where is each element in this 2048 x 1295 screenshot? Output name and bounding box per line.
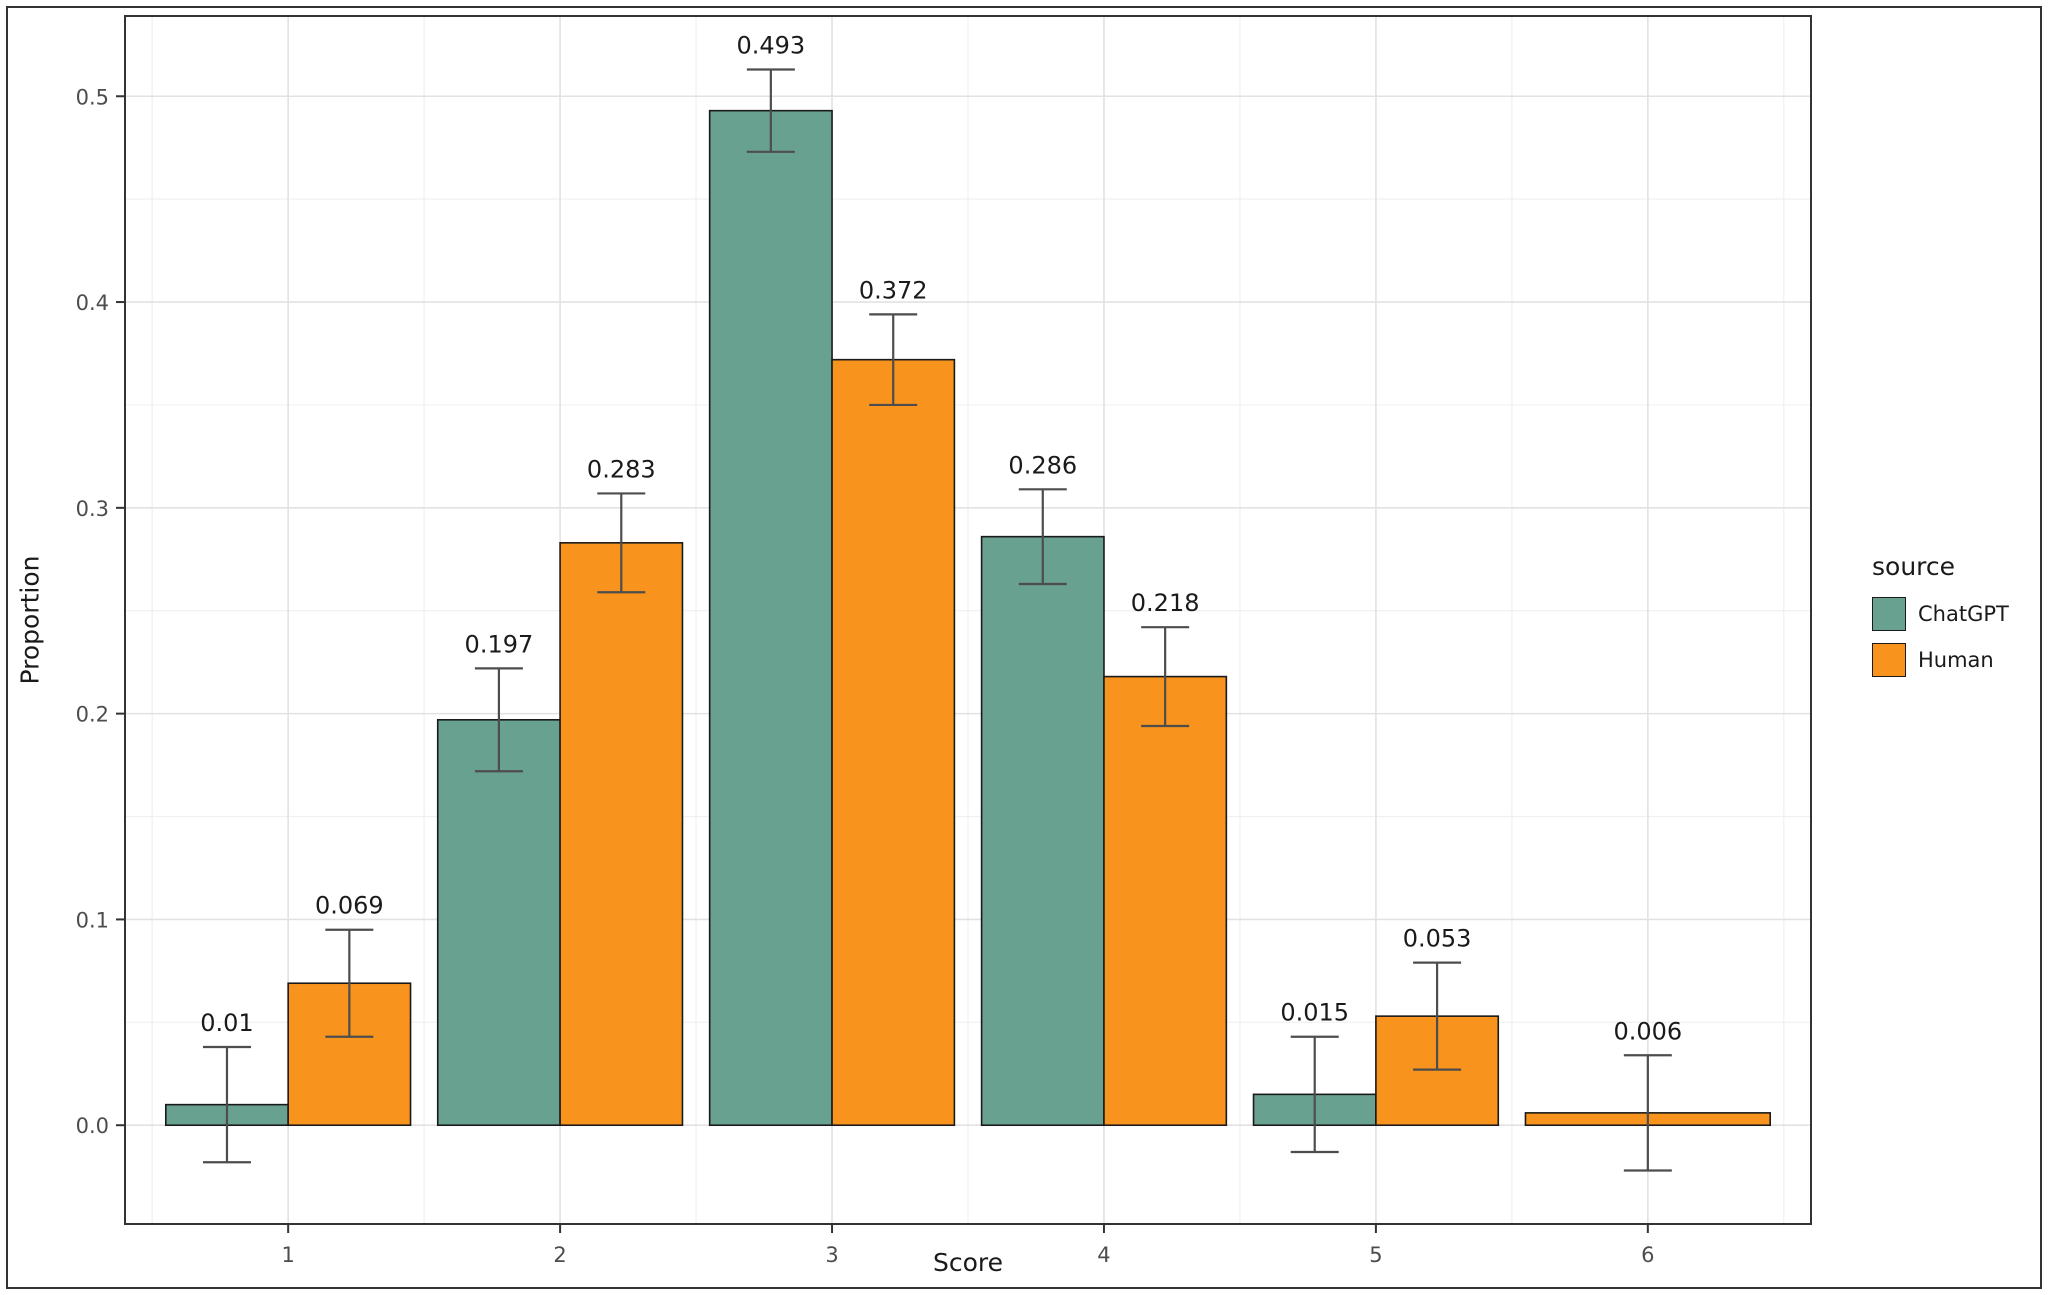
- panel-border: [124, 15, 1812, 1225]
- legend-item-chatgpt: ChatGPT: [1872, 597, 2009, 631]
- y-tick-label: 0.5: [76, 85, 109, 109]
- x-tick-label: 3: [825, 1243, 838, 1267]
- bar-value-label: 0.069: [315, 892, 384, 920]
- bar-value-label: 0.493: [736, 32, 805, 60]
- bar-chatgpt-3: [708, 109, 833, 1127]
- y-tick-label: 0.4: [76, 291, 109, 315]
- x-tick-label: 1: [281, 1243, 294, 1267]
- bar-human-4: [1103, 675, 1228, 1127]
- legend-item-human: Human: [1872, 643, 2009, 677]
- bar-value-label: 0.286: [1008, 451, 1077, 479]
- bar-value-label: 0.218: [1131, 589, 1200, 617]
- bar-value-label: 0.015: [1280, 999, 1349, 1027]
- bar-value-label: 0.006: [1613, 1017, 1682, 1045]
- x-tick-label: 4: [1097, 1243, 1110, 1267]
- x-tick-label: 5: [1369, 1243, 1382, 1267]
- x-axis-title: Score: [932, 1248, 1004, 1277]
- legend-swatch-chatgpt: [1872, 597, 1906, 631]
- bar-human-2: [559, 542, 684, 1127]
- y-tick-label: 0.0: [76, 1114, 109, 1138]
- legend-swatch-human: [1872, 643, 1906, 677]
- legend: source ChatGPT Human: [1872, 552, 2009, 689]
- bar-value-label: 0.053: [1403, 925, 1472, 953]
- x-tick-label: 6: [1641, 1243, 1654, 1267]
- x-tick-label: 2: [553, 1243, 566, 1267]
- bar-value-label: 0.283: [587, 455, 656, 483]
- y-tick-label: 0.1: [76, 908, 109, 932]
- legend-label-human: Human: [1918, 648, 1994, 672]
- legend-label-chatgpt: ChatGPT: [1918, 602, 2009, 626]
- legend-title: source: [1872, 552, 1956, 581]
- bar-value-label: 0.01: [200, 1009, 253, 1037]
- bar-chatgpt-2: [436, 719, 561, 1127]
- bar-chatgpt-4: [980, 535, 1105, 1127]
- bar-human-3: [831, 358, 956, 1127]
- bar-value-label: 0.372: [859, 276, 928, 304]
- bar-value-label: 0.197: [465, 630, 534, 658]
- y-axis-title: Proportion: [15, 555, 45, 685]
- y-tick-label: 0.2: [76, 703, 109, 727]
- y-tick-label: 0.3: [76, 497, 109, 521]
